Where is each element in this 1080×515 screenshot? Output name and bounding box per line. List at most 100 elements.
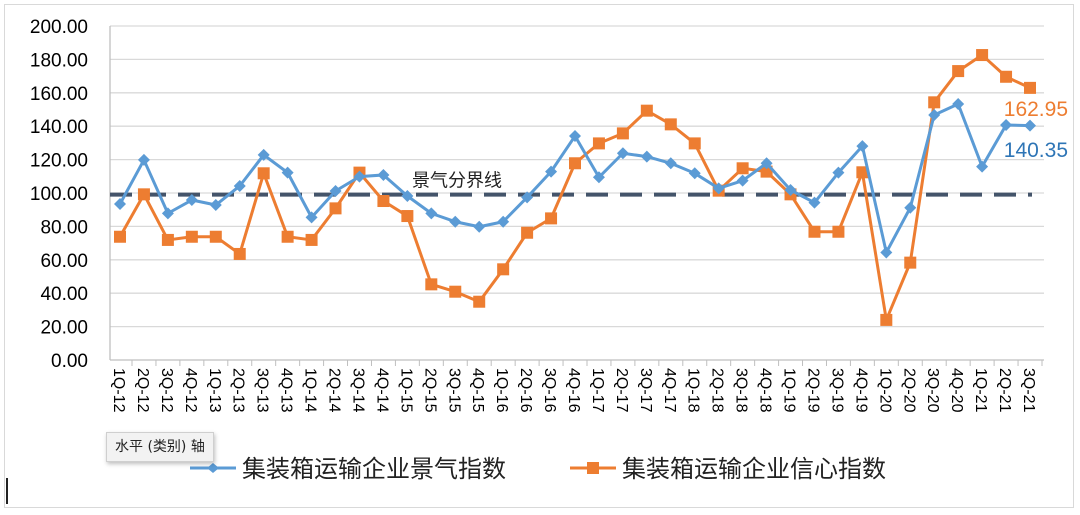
- x-tick-label: 1Q-16: [493, 368, 510, 413]
- legend-label: 集装箱运输企业景气指数: [242, 455, 506, 483]
- data-point-square: [185, 230, 198, 243]
- data-point-diamond: [329, 184, 342, 197]
- data-point-square: [521, 226, 534, 239]
- data-point-diamond: [904, 201, 917, 214]
- data-point-square: [1024, 81, 1036, 94]
- x-tick-label: 3Q-14: [349, 368, 366, 413]
- x-tick-label: 3Q-20: [924, 368, 941, 413]
- data-point-diamond: [616, 147, 629, 160]
- x-tick-label: 2Q-13: [230, 368, 247, 413]
- data-point-square: [449, 285, 462, 298]
- end-value-label-prosperity: 140.35: [1004, 139, 1068, 162]
- x-tick-label: 4Q-19: [852, 368, 869, 413]
- x-tick-label: 3Q-16: [541, 368, 558, 413]
- x-tick-label: 1Q-21: [972, 368, 989, 413]
- data-point-diamond: [449, 215, 462, 228]
- data-point-diamond: [1024, 119, 1036, 132]
- data-point-square: [545, 212, 558, 225]
- reference-line-label: 景气分界线: [412, 171, 502, 192]
- data-point-square: [688, 137, 701, 150]
- x-tick-label: 4Q-14: [373, 368, 390, 413]
- y-tick-label: 180.00: [30, 50, 88, 71]
- data-point-square: [161, 233, 174, 246]
- x-tick-label: 1Q-14: [302, 368, 319, 413]
- data-point-diamond: [712, 182, 725, 195]
- data-point-diamond: [664, 157, 677, 170]
- data-point-diamond: [569, 130, 581, 143]
- data-point-square: [425, 278, 438, 291]
- chart-frame: [4, 4, 1074, 508]
- x-tick-label: 3Q-17: [637, 368, 654, 413]
- x-tick-label: 1Q-18: [685, 368, 702, 413]
- x-tick-label: 3Q-18: [733, 368, 750, 413]
- data-point-square: [281, 230, 294, 243]
- data-point-diamond: [137, 153, 150, 166]
- data-point-diamond: [976, 160, 989, 173]
- data-point-diamond: [257, 148, 270, 161]
- x-tick-label: 3Q-21: [1020, 368, 1037, 413]
- data-point-diamond: [688, 167, 701, 180]
- data-point-square: [832, 225, 845, 238]
- data-point-diamond: [784, 183, 797, 196]
- data-point-diamond: [952, 97, 965, 110]
- data-point-diamond: [760, 157, 773, 170]
- y-tick-label: 0.00: [51, 351, 88, 372]
- data-point-diamond: [640, 150, 653, 163]
- x-tick-label: 4Q-20: [948, 368, 965, 413]
- x-tick-label: 2Q-12: [134, 368, 151, 413]
- x-tick-label: 2Q-14: [326, 368, 343, 413]
- data-point-diamond: [521, 191, 534, 204]
- data-point-square: [976, 49, 989, 62]
- data-point-square: [377, 195, 390, 208]
- data-point-square: [880, 313, 893, 326]
- legend-label: 集装箱运输企业信心指数: [622, 455, 886, 483]
- data-point-diamond: [401, 190, 414, 203]
- data-point-diamond: [377, 168, 390, 181]
- x-tick-label: 4Q-15: [469, 368, 486, 413]
- data-point-diamond: [808, 196, 821, 209]
- x-tick-label: 2Q-19: [804, 368, 821, 413]
- data-point-square: [736, 162, 749, 175]
- x-tick-label: 4Q-12: [182, 368, 199, 413]
- axis-tooltip: 水平 (类别) 轴: [106, 432, 214, 462]
- data-point-square: [928, 96, 941, 109]
- data-point-square: [257, 167, 270, 180]
- data-point-diamond: [161, 207, 174, 220]
- data-point-diamond: [880, 246, 893, 259]
- data-point-square: [209, 230, 222, 243]
- y-tick-label: 60.00: [40, 251, 88, 272]
- x-tick-label: 4Q-18: [757, 368, 774, 413]
- data-point-diamond: [497, 215, 510, 228]
- data-point-diamond: [856, 140, 869, 153]
- x-tick-label: 2Q-16: [517, 368, 534, 413]
- data-point-square: [497, 263, 510, 276]
- x-tick-label: 2Q-15: [421, 368, 438, 413]
- x-tick-label: 2Q-21: [996, 368, 1013, 413]
- data-point-diamond: [736, 174, 749, 187]
- legend-square-marker: [587, 462, 599, 474]
- x-tick-label: 2Q-20: [900, 368, 917, 413]
- data-point-diamond: [425, 207, 438, 220]
- data-point-square: [114, 230, 126, 243]
- x-tick-label: 1Q-17: [589, 368, 606, 413]
- x-tick-label: 2Q-17: [613, 368, 630, 413]
- data-point-square: [329, 202, 342, 215]
- data-point-diamond: [114, 198, 126, 211]
- data-point-diamond: [473, 220, 486, 233]
- data-point-square: [1000, 70, 1013, 83]
- data-point-square: [808, 225, 821, 238]
- data-point-diamond: [1000, 119, 1013, 132]
- y-tick-label: 80.00: [40, 217, 88, 238]
- end-value-label-confidence: 162.95: [1004, 98, 1068, 121]
- data-point-square: [473, 295, 486, 308]
- y-tick-label: 140.00: [30, 117, 88, 138]
- data-point-square: [616, 127, 629, 140]
- x-tick-label: 3Q-12: [158, 368, 175, 413]
- x-tick-label: 1Q-19: [781, 368, 798, 413]
- data-point-square: [569, 157, 581, 170]
- x-tick-label: 4Q-16: [565, 368, 582, 413]
- x-tick-label: 2Q-18: [709, 368, 726, 413]
- data-point-diamond: [545, 165, 558, 178]
- data-point-diamond: [928, 109, 941, 122]
